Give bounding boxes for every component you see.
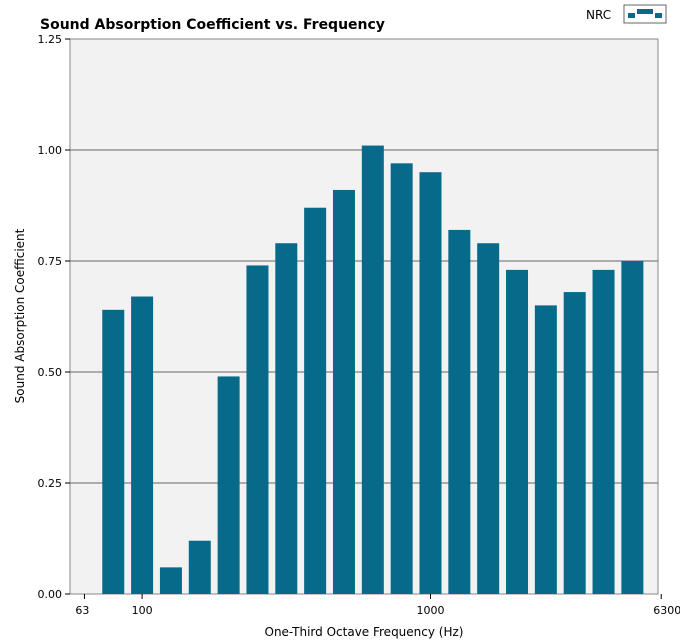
bar xyxy=(159,567,182,594)
x-tick-label: 63 xyxy=(75,604,89,617)
bar xyxy=(390,163,413,594)
x-axis-ticks: 63 100 1000 6300 xyxy=(75,594,680,617)
x-tick-label: 100 xyxy=(132,604,153,617)
y-tick-label: 1.00 xyxy=(38,144,63,157)
legend: NRC xyxy=(586,4,667,24)
y-axis-ticks: 0.00 0.25 0.50 0.75 1.00 1.25 xyxy=(38,33,70,601)
legend-swatch-block-3 xyxy=(655,13,662,18)
legend-swatch-block-2 xyxy=(637,9,653,14)
bar xyxy=(592,269,615,594)
legend-label: NRC xyxy=(586,8,611,22)
chart-title: Sound Absorption Coefficient vs. Frequen… xyxy=(40,17,385,33)
bar xyxy=(506,269,529,594)
bar xyxy=(477,243,500,595)
bar xyxy=(534,305,557,594)
bar xyxy=(217,376,240,594)
bar xyxy=(131,296,154,594)
bar xyxy=(332,189,355,594)
x-axis-label: One-Third Octave Frequency (Hz) xyxy=(265,625,464,639)
y-tick-label: 1.25 xyxy=(38,33,63,46)
bar xyxy=(448,229,471,595)
bars xyxy=(102,145,644,595)
bar xyxy=(361,145,384,594)
legend-swatch xyxy=(623,4,667,24)
bar xyxy=(246,265,269,594)
y-tick-label: 0.00 xyxy=(38,588,63,601)
x-tick-label: 1000 xyxy=(417,604,445,617)
bar xyxy=(304,207,327,594)
y-axis-label: Sound Absorption Coefficient xyxy=(13,228,27,403)
bar xyxy=(275,243,298,595)
legend-swatch-block-1 xyxy=(628,13,635,18)
bar xyxy=(621,261,644,594)
bar xyxy=(188,540,211,594)
y-tick-label: 0.50 xyxy=(38,366,63,379)
bar xyxy=(102,309,125,594)
x-tick-label: 6300 xyxy=(653,604,680,617)
y-tick-label: 0.75 xyxy=(38,255,63,268)
y-tick-label: 0.25 xyxy=(38,477,63,490)
bar xyxy=(563,292,586,594)
bar xyxy=(419,172,442,594)
